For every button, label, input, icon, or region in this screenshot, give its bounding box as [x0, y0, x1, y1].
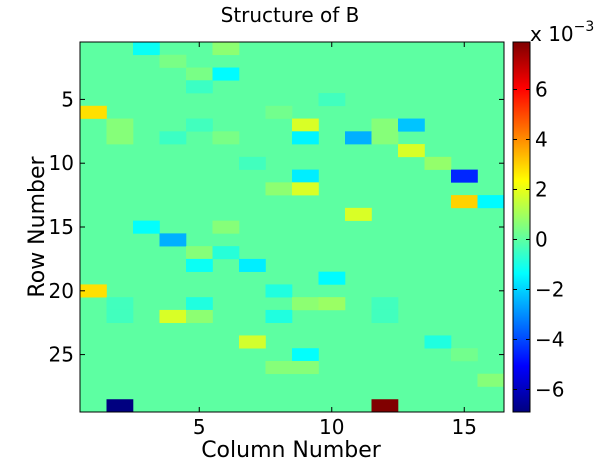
heatmap-cell: [186, 258, 213, 272]
heatmap-cell: [451, 195, 478, 209]
heatmap-cell: [159, 54, 187, 68]
heatmap-cell: [265, 309, 293, 323]
heatmap-cell: [186, 118, 213, 132]
heatmap-cell: [451, 348, 478, 362]
heatmap-cell: [133, 42, 160, 56]
heatmap-cell: [292, 360, 319, 375]
heatmap-cell: [159, 309, 187, 323]
heatmap-cell: [265, 182, 293, 196]
heatmap-cell: [424, 335, 452, 349]
colorbar-tick-label: 6: [535, 78, 548, 102]
plot-frame: [79, 41, 505, 413]
colorbar-tick-label: −2: [535, 278, 564, 302]
chart-title: Structure of B: [221, 3, 360, 27]
heatmap-cell: [292, 118, 319, 132]
heatmap-cell: [239, 335, 266, 349]
heatmap-cell: [212, 42, 240, 56]
heatmap-cell: [424, 156, 452, 170]
heatmap-cell: [477, 195, 505, 209]
heatmap-cell: [398, 144, 425, 158]
plot-area: 5 10 15 5 10 15 20 25: [49, 41, 505, 439]
heatmap-cell: [477, 373, 505, 387]
colorbar-exponent-label: x 10−3: [530, 19, 594, 46]
heatmap-cell: [159, 131, 187, 145]
heatmap-cell: [292, 131, 319, 145]
x-tick-label: 5: [193, 415, 206, 439]
heatmap-cell: [292, 169, 319, 183]
heatmap-cell: [106, 118, 134, 132]
heatmap-cells: [80, 42, 505, 413]
heatmap-cell: [292, 182, 319, 196]
colorbar-tick-label: −4: [535, 328, 564, 352]
heatmap-cell: [106, 297, 134, 311]
heatmap-cell: [186, 309, 213, 323]
heatmap-cell: [239, 156, 266, 170]
heatmap-cell: [212, 131, 240, 145]
heatmap-cell: [212, 246, 240, 260]
heatmap-cell: [371, 399, 399, 413]
y-axis-ticks: 5 10 15 20 25: [49, 87, 504, 367]
heatmap-cell: [80, 105, 107, 119]
x-axis-label: Column Number: [201, 438, 382, 463]
heatmap-cell: [186, 67, 213, 81]
y-tick-label: 15: [49, 215, 74, 239]
colorbar-tick-label: 4: [535, 128, 548, 152]
heatmap-cell: [186, 246, 213, 260]
y-tick-label: 5: [61, 87, 74, 111]
heatmap-cell: [318, 297, 346, 311]
heatmap-cell: [239, 258, 266, 272]
colorbar-ticks: −6 −4 −2 0 2 4 6: [513, 78, 564, 402]
y-tick-label: 20: [49, 279, 74, 303]
colorbar-tick-label: 0: [535, 228, 548, 252]
heatmap-cell: [318, 271, 346, 285]
x-tick-label: 15: [452, 415, 477, 439]
colorbar-exponent-base: x 10: [530, 22, 574, 46]
heatmap-cell: [186, 297, 213, 311]
colorbar-gradient: [512, 41, 531, 413]
heatmap-cell: [371, 131, 399, 145]
heatmap-cell: [159, 233, 187, 247]
heatmap-cell: [106, 131, 134, 145]
x-axis-ticks: 5 10 15: [193, 42, 477, 439]
heatmap-cell: [451, 169, 478, 183]
heatmap-cell: [318, 93, 346, 107]
heatmap-cell: [265, 284, 293, 298]
heatmap-cell: [106, 309, 134, 323]
heatmap-cell: [292, 348, 319, 362]
heatmap-cell: [186, 80, 213, 94]
colorbar: −6 −4 −2 0 2 4 6 x 10−3: [512, 19, 594, 413]
heatmap-cell: [398, 118, 425, 132]
heatmap-cell: [345, 131, 372, 145]
heatmap-cell: [371, 297, 399, 311]
y-tick-label: 25: [49, 343, 74, 367]
y-tick-label: 10: [49, 151, 74, 175]
heatmap-cell: [106, 399, 134, 413]
heatmap-cell: [345, 207, 372, 221]
heatmap-cell: [292, 297, 319, 311]
heatmap-cell: [371, 309, 399, 323]
heatmap-cell: [212, 67, 240, 81]
colorbar-tick-label: −6: [535, 378, 564, 402]
y-axis-label: Row Number: [25, 155, 50, 297]
heatmap-cell: [212, 220, 240, 234]
heatmap-cell: [80, 284, 107, 298]
heatmap-cell: [133, 220, 160, 234]
colorbar-exponent-power: −3: [574, 19, 595, 35]
heatmap-cell: [265, 360, 293, 375]
heatmap-cell: [371, 118, 399, 132]
heatmap-cell: [265, 105, 293, 119]
colorbar-tick-label: 2: [535, 178, 548, 202]
x-tick-label: 10: [319, 415, 344, 439]
